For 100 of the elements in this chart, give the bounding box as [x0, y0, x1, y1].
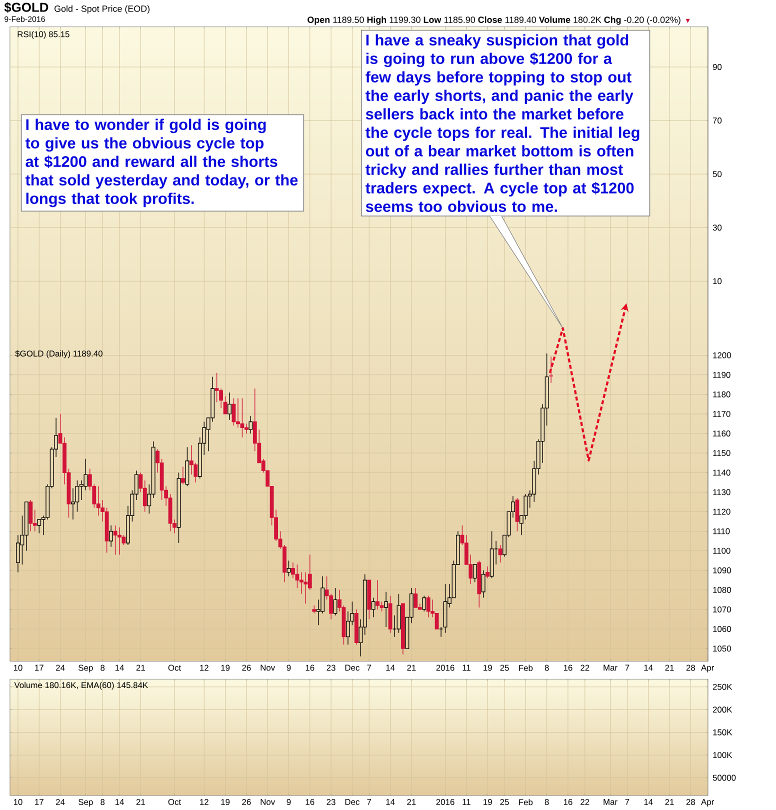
- candlestick: [372, 597, 376, 618]
- x-tick-label: Feb: [519, 664, 533, 671]
- x-tick-label: 26: [242, 664, 251, 671]
- candlestick: [109, 525, 114, 548]
- candlestick: [486, 566, 490, 579]
- x-tick-label: 26: [242, 799, 251, 806]
- y-tick-label: 1080: [713, 586, 732, 593]
- annotation: $GOLD (Daily) 1189.40: [15, 350, 103, 358]
- x-tick-label: 8: [545, 664, 549, 671]
- y-tick-label: 1100: [713, 548, 731, 554]
- y-tick-label: 1060: [713, 626, 732, 632]
- x-tick-label: 16: [564, 799, 572, 806]
- y-tick-label: 1200: [713, 352, 732, 358]
- text: I have a sneaky suspicion that gold is going to run above $1200 for a few days before topping to stop out the early shorts, and panic the early sellers back into the market before the cycle tops for real. The initial leg out of a bear market bottom is often tricky and rallies further than most traders expect. A cycle top at $1200 seems too obvious to me.: [366, 34, 640, 212]
- candlestick: [384, 592, 388, 628]
- candlestick: [118, 526, 122, 556]
- y2-tick-label: 30: [713, 224, 722, 231]
- candlestick: [240, 398, 244, 438]
- x-tick-label: 17: [35, 799, 44, 805]
- candlestick: [439, 626, 444, 638]
- x-tick-label: 23: [326, 799, 336, 806]
- x-tick-label: 17: [35, 664, 44, 671]
- x-tick-label: 14: [116, 664, 124, 671]
- x-tick-label: 16: [306, 664, 314, 671]
- y-tick-label: 100K: [713, 752, 732, 758]
- x-tick-label: 19: [484, 799, 492, 806]
- candlestick: [185, 446, 190, 487]
- candlestick: [444, 584, 448, 634]
- x-tick-label: 2016: [436, 664, 455, 671]
- candlestick: [37, 519, 42, 534]
- y-tick-label: 1140: [713, 470, 731, 476]
- candlestick: [426, 595, 431, 618]
- candlestick: [549, 356, 554, 384]
- x-tick-label: 7: [625, 799, 630, 805]
- candlestick: [354, 609, 359, 645]
- y-tick-label: 1110: [713, 528, 730, 534]
- x-tick-label: 22: [580, 664, 590, 671]
- candlestick: [228, 392, 232, 420]
- x-tick-label: 8: [100, 664, 105, 671]
- candlestick: [498, 544, 502, 563]
- x-tick-label: 21: [665, 664, 674, 671]
- candlestick: [482, 570, 486, 598]
- x-tick-label: 19: [221, 664, 230, 671]
- x-tick-label: 16: [306, 799, 314, 806]
- y2-tick-label: 50: [713, 171, 722, 178]
- x-tick-label: 21: [407, 799, 416, 805]
- candlestick: [181, 466, 186, 485]
- y-tick-label: 1160: [713, 430, 731, 436]
- y-tick-label: 150K: [713, 729, 732, 736]
- y-tick-label: 1050: [713, 646, 732, 652]
- candlestick: [28, 500, 33, 532]
- x-tick-label: Apr: [701, 664, 714, 672]
- candlestick: [473, 564, 478, 582]
- x-tick-label: Mar: [604, 664, 618, 671]
- x-tick-label: Mar: [604, 799, 618, 805]
- y2-tick-label: 10: [713, 278, 722, 284]
- x-tick-label: 10: [14, 664, 23, 671]
- candlestick: [248, 416, 253, 434]
- x-tick-label: Apr: [701, 799, 714, 807]
- candlestick: [176, 472, 181, 544]
- candlestick: [286, 560, 291, 577]
- y-tick-label: 250K: [713, 684, 732, 690]
- x-tick-label: 28: [686, 664, 696, 671]
- candlestick: [376, 580, 380, 610]
- x-tick-label: 28: [686, 799, 696, 806]
- x-tick-label: 22: [580, 799, 590, 805]
- x-tick-label: 19: [484, 664, 492, 671]
- x-tick-label: Oct: [168, 664, 182, 671]
- x-tick-label: 8: [545, 799, 549, 806]
- x-tick-label: Oct: [168, 799, 182, 806]
- x-tick-label: 14: [116, 799, 124, 805]
- y-tick-label: 1130: [713, 489, 731, 496]
- y-tick-label: 1090: [713, 567, 732, 574]
- x-tick-label: 19: [221, 799, 230, 806]
- annotation: I have to wonder if gold is going to give us the obvious cycle top at $1200 and reward all the shorts that sold yesterday and today, or the longs that took profits.: [26, 118, 298, 208]
- x-tick-label: Dec: [346, 664, 360, 671]
- x-tick-label: 2016: [436, 799, 455, 806]
- x-tick-label: Nov: [260, 799, 276, 805]
- x-tick-label: 25: [500, 664, 510, 671]
- candlestick: [401, 603, 406, 655]
- x-tick-label: 16: [564, 664, 572, 671]
- y-tick-label: 1190: [713, 372, 731, 378]
- candlestick: [414, 588, 418, 608]
- candlestick: [367, 580, 372, 620]
- y2-tick-label: 90: [713, 64, 722, 70]
- annotation: RSI(10) 85.15: [18, 31, 70, 39]
- x-tick-label: 11: [462, 799, 471, 805]
- text: Open 1189.50 High 1199.30 Low 1185.90 Close 1189.40 Volume 180.2K Chg -0.20 (-0.02%): [308, 16, 681, 25]
- x-tick-label: 14: [644, 799, 654, 805]
- y-tick-label: 1170: [713, 410, 731, 417]
- y-tick-label: 1070: [713, 606, 732, 612]
- chart-title: $GOLD: [4, 2, 48, 13]
- y-tick-label: 1180: [713, 391, 731, 398]
- y-tick-label: 1120: [713, 508, 731, 515]
- x-tick-label: 11: [462, 664, 471, 671]
- x-tick-label: 7: [367, 664, 372, 671]
- candlestick: [114, 525, 118, 556]
- x-tick-label: 9: [286, 799, 291, 806]
- x-tick-label: 24: [56, 799, 65, 805]
- x-tick-label: 14: [386, 664, 395, 671]
